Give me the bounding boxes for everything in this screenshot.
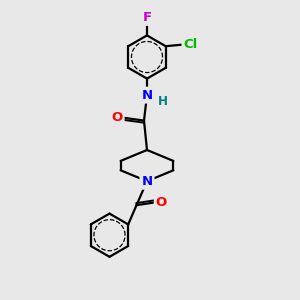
Text: Cl: Cl xyxy=(184,38,198,51)
Text: N: N xyxy=(141,175,153,188)
Text: O: O xyxy=(156,196,167,209)
Text: F: F xyxy=(142,11,152,24)
Text: O: O xyxy=(111,111,123,124)
Text: N: N xyxy=(141,88,153,102)
Text: H: H xyxy=(158,95,168,108)
